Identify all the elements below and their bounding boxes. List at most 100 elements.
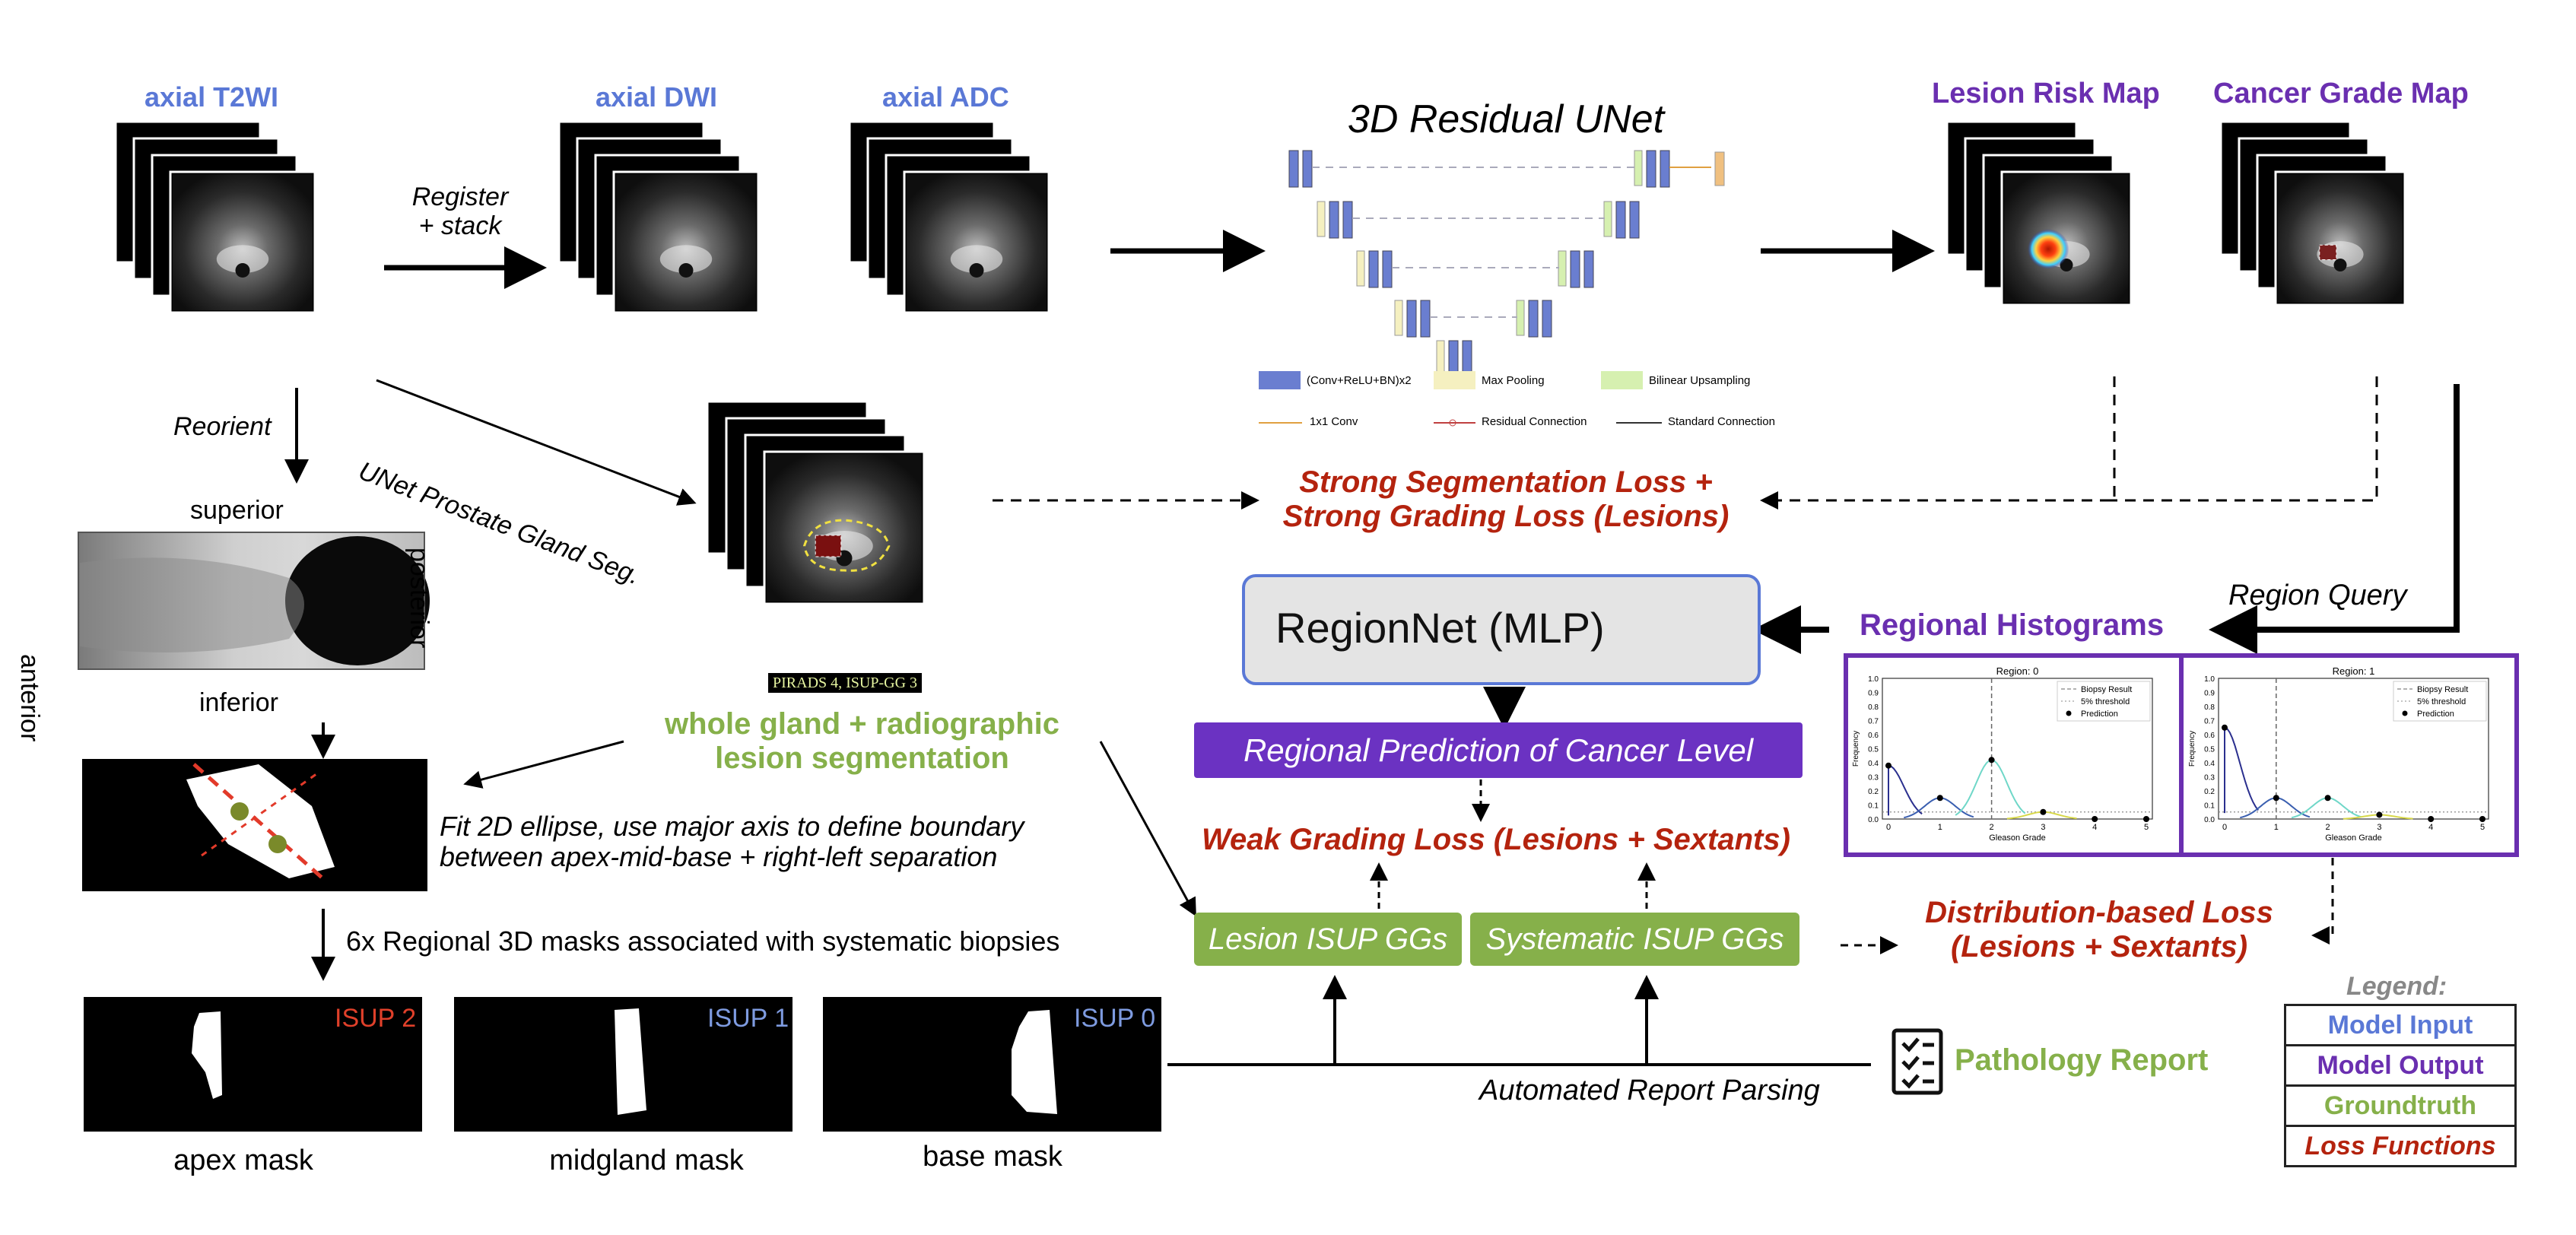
legend-loss-functions: Loss Functions bbox=[2304, 1131, 2496, 1160]
hist-title: Region: 1 bbox=[2333, 665, 2375, 677]
legend-groundtruth: Groundtruth bbox=[2286, 1087, 2514, 1127]
hist-legend-label: Prediction bbox=[2081, 710, 2118, 719]
y-tick-label: 0.7 bbox=[2204, 718, 2215, 726]
y-tick-label: 0.9 bbox=[1868, 690, 1879, 698]
y-tick-label: 0.1 bbox=[1868, 802, 1879, 811]
mri-slice bbox=[616, 174, 756, 310]
upsample-block bbox=[1634, 150, 1643, 186]
hist-legend-label: 5% threshold bbox=[2081, 697, 2130, 706]
prediction-point bbox=[2479, 816, 2485, 822]
maxpool-block bbox=[1436, 340, 1445, 376]
x-tick-label: 4 bbox=[2092, 823, 2097, 832]
maxpool-block bbox=[1394, 300, 1403, 336]
unet-legend-1x1: 1x1 Conv bbox=[1310, 415, 1358, 428]
prediction-point bbox=[2376, 811, 2383, 818]
prediction-point bbox=[1885, 762, 1892, 769]
distribution-loss-line1: Distribution-based Loss bbox=[1925, 896, 2273, 929]
legend-residual-dot bbox=[1449, 419, 1456, 427]
x-tick-label: 2 bbox=[2326, 823, 2330, 832]
unet-architecture bbox=[1259, 150, 1725, 427]
y-axis-label: Frequency bbox=[2188, 731, 2196, 767]
strong-loss-line1: Strong Segmentation Loss + bbox=[1299, 465, 1713, 499]
inferior-label: inferior bbox=[199, 688, 278, 717]
conv-block bbox=[1302, 150, 1313, 188]
y-axis-label: Frequency bbox=[1852, 731, 1860, 767]
distribution-loss-label: Distribution-based Loss (Lesions + Sexta… bbox=[1886, 896, 2312, 964]
automated-parsing-label: Automated Report Parsing bbox=[1479, 1075, 1820, 1106]
midgland-mask-label: midgland mask bbox=[549, 1145, 744, 1176]
apex-mask-label: apex mask bbox=[173, 1145, 313, 1176]
y-tick-label: 0.8 bbox=[1868, 703, 1879, 712]
prediction-point bbox=[2222, 724, 2228, 731]
conv-block bbox=[1420, 300, 1431, 338]
x-tick-label: 2 bbox=[1990, 823, 1994, 832]
conv-block bbox=[1646, 150, 1656, 188]
base-mask-image bbox=[823, 997, 1161, 1132]
adc-label: axial ADC bbox=[882, 81, 1009, 113]
mri-structure bbox=[950, 245, 1003, 274]
whole-gland-label: whole gland + radiographic lesion segmen… bbox=[624, 707, 1101, 776]
cancer-grade-stack bbox=[2219, 120, 2406, 306]
sagittal-image bbox=[78, 532, 430, 670]
hist-legend-label: Biopsy Result bbox=[2417, 685, 2468, 694]
unet-legend-residual: Residual Connection bbox=[1482, 415, 1587, 428]
midgland-mask-image bbox=[454, 997, 792, 1132]
x-tick-label: 5 bbox=[2480, 823, 2485, 832]
x-axis-label: Gleason Grade bbox=[1989, 833, 2046, 843]
superior-label: superior bbox=[190, 496, 284, 525]
legend-model-output: Model Output bbox=[2286, 1046, 2514, 1087]
y-tick-label: 0.6 bbox=[1868, 732, 1879, 740]
prediction-point bbox=[1988, 757, 1995, 764]
conv-block bbox=[1583, 250, 1594, 288]
legend-prediction-dot bbox=[2402, 710, 2408, 716]
strong-loss-label: Strong Segmentation Loss + Strong Gradin… bbox=[1232, 465, 1780, 534]
x-tick-label: 0 bbox=[1886, 823, 1891, 832]
x-tick-label: 1 bbox=[2274, 823, 2279, 832]
x-tick-label: 5 bbox=[2144, 823, 2149, 832]
legend-box: Model Input Model Output Groundtruth Los… bbox=[2284, 1004, 2517, 1167]
ellipse-text: Fit 2D ellipse, use major axis to define… bbox=[440, 811, 1024, 873]
midgland-isup: ISUP 1 bbox=[707, 1004, 789, 1033]
conv-block bbox=[1660, 150, 1670, 188]
apex-isup: ISUP 2 bbox=[335, 1004, 417, 1033]
conv-block bbox=[1629, 201, 1640, 239]
reorient-label: Reorient bbox=[173, 412, 272, 441]
conv-block bbox=[1406, 300, 1417, 338]
conv-block bbox=[1382, 250, 1393, 288]
conv-block bbox=[1615, 201, 1626, 239]
hist-title: Region: 0 bbox=[1996, 665, 2039, 677]
y-tick-label: 0.4 bbox=[1868, 760, 1879, 768]
mri-slice bbox=[907, 174, 1047, 310]
report-icon bbox=[1892, 1028, 1943, 1095]
lesion-risk-label: Lesion Risk Map bbox=[1932, 78, 2160, 110]
x-tick-label: 0 bbox=[2222, 823, 2227, 832]
dwi-stack bbox=[557, 120, 760, 314]
x-tick-label: 1 bbox=[1938, 823, 1942, 832]
apex-mask-image bbox=[84, 997, 422, 1132]
legend-swatch-up bbox=[1601, 371, 1643, 389]
cancer-grade-label: Cancer Grade Map bbox=[2213, 78, 2469, 110]
y-tick-label: 0.3 bbox=[1868, 774, 1879, 783]
conv-block bbox=[1542, 300, 1552, 338]
mri-slice bbox=[173, 174, 313, 310]
distribution-loss-line2: (Lesions + Sextants) bbox=[1950, 929, 2248, 964]
weak-loss-label: Weak Grading Loss (Lesions + Sextants) bbox=[1202, 823, 1790, 856]
histogram-region-0: Region: 0 0.0 0.1 0.2 0.3 0.4 0.5 0.6 0.7 0.8 0.9 1… bbox=[1852, 665, 2153, 843]
conv-block bbox=[1570, 250, 1580, 288]
legend-swatch-pool bbox=[1434, 371, 1475, 389]
prediction-point bbox=[2273, 795, 2279, 802]
y-tick-label: 0.2 bbox=[1868, 788, 1879, 796]
systematic-isup-box: Systematic ISUP GGs bbox=[1470, 913, 1799, 966]
regionnet-label: RegionNet (MLP) bbox=[1275, 604, 1605, 652]
y-tick-label: 0.2 bbox=[2204, 788, 2215, 796]
regional-prediction-box: Regional Prediction of Cancer Level bbox=[1194, 722, 1803, 778]
y-tick-label: 0.5 bbox=[2204, 746, 2215, 754]
ellipse-line1: Fit 2D ellipse, use major axis to define… bbox=[440, 811, 1024, 842]
register-line1: Register bbox=[411, 183, 509, 211]
y-tick-label: 0.3 bbox=[2204, 774, 2215, 783]
maxpool-block bbox=[1356, 250, 1365, 287]
unet-legend-maxpool: Max Pooling bbox=[1482, 374, 1545, 387]
t2wi-stack bbox=[114, 120, 316, 314]
output-block bbox=[1714, 151, 1725, 186]
